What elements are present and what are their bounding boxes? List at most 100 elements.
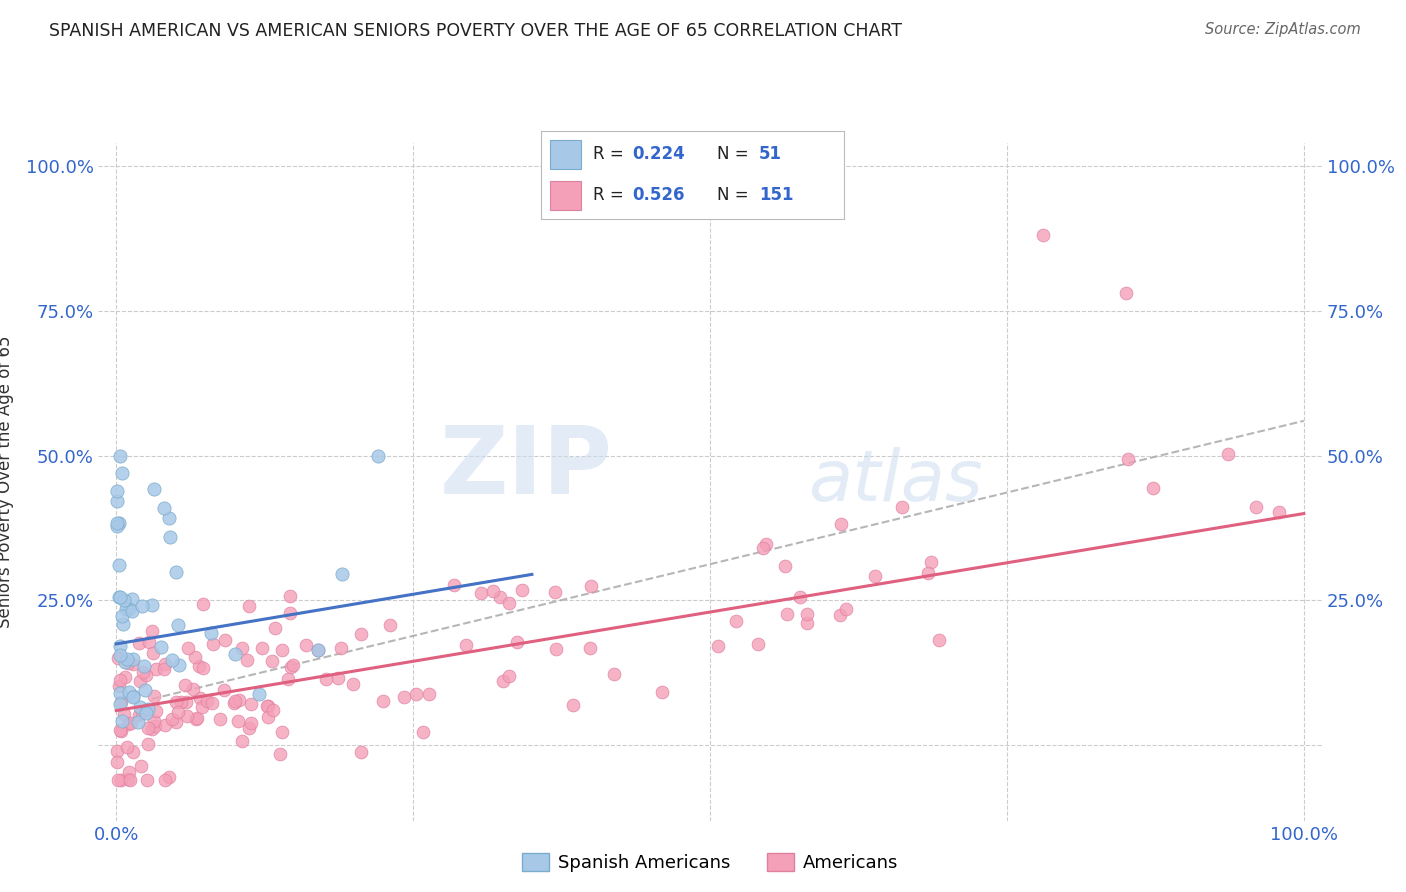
- Point: [240, 697, 263, 711]
- Point: [127, 714, 149, 729]
- Point: [122, 652, 145, 666]
- Point: [252, 640, 274, 655]
- Point: [454, 638, 477, 652]
- Point: [191, 597, 214, 611]
- Point: [134, 682, 156, 697]
- Point: [129, 673, 152, 688]
- Point: [108, 558, 131, 573]
- Point: [278, 606, 301, 620]
- Point: [505, 635, 527, 649]
- Point: [111, 466, 134, 480]
- Point: [350, 627, 373, 641]
- Point: [118, 684, 141, 698]
- Point: [725, 614, 748, 628]
- Point: [162, 653, 184, 667]
- Point: [174, 678, 197, 692]
- Legend: Spanish Americans, Americans: Spanish Americans, Americans: [515, 846, 905, 880]
- Point: [191, 700, 214, 714]
- Point: [865, 569, 887, 583]
- Point: [136, 737, 159, 751]
- Point: [145, 662, 167, 676]
- Bar: [550, 181, 581, 210]
- Point: [145, 704, 167, 718]
- Point: [120, 715, 142, 730]
- Point: [247, 687, 270, 701]
- Point: [107, 773, 129, 788]
- Point: [277, 673, 299, 687]
- Point: [226, 714, 249, 728]
- Point: [157, 770, 180, 784]
- Point: [107, 650, 129, 665]
- Point: [489, 590, 512, 604]
- Point: [546, 642, 568, 657]
- Point: [492, 673, 515, 688]
- Point: [238, 722, 260, 736]
- Point: [830, 516, 852, 531]
- Point: [544, 585, 567, 599]
- Point: [128, 699, 150, 714]
- Point: [796, 607, 818, 621]
- Text: 0.224: 0.224: [633, 145, 685, 163]
- Text: 51: 51: [759, 145, 782, 163]
- Point: [1268, 505, 1291, 519]
- Point: [405, 687, 427, 701]
- Point: [371, 694, 394, 708]
- Point: [184, 712, 207, 726]
- Text: atlas: atlas: [808, 447, 983, 516]
- Point: [167, 658, 190, 673]
- Point: [412, 725, 434, 739]
- Point: [122, 745, 145, 759]
- Point: [107, 516, 129, 530]
- Point: [418, 687, 440, 701]
- Point: [775, 607, 797, 621]
- Point: [153, 718, 176, 732]
- Point: [773, 559, 796, 574]
- Point: [107, 680, 129, 694]
- Point: [165, 565, 187, 579]
- Point: [142, 646, 165, 660]
- Point: [165, 715, 187, 730]
- Point: [170, 694, 193, 708]
- Point: [135, 706, 157, 720]
- Point: [122, 690, 145, 705]
- Point: [136, 721, 159, 735]
- Point: [181, 681, 204, 696]
- Point: [141, 723, 163, 737]
- Point: [174, 696, 197, 710]
- Point: [256, 698, 278, 713]
- Point: [917, 566, 939, 580]
- Point: [108, 648, 131, 663]
- Point: [112, 593, 135, 607]
- Point: [350, 745, 373, 759]
- Point: [131, 599, 153, 613]
- Point: [326, 672, 349, 686]
- Point: [278, 589, 301, 603]
- Point: [256, 710, 278, 724]
- Point: [1032, 228, 1054, 243]
- Point: [307, 642, 329, 657]
- Point: [149, 640, 172, 654]
- Point: [121, 657, 143, 672]
- Point: [295, 638, 318, 652]
- Point: [281, 657, 304, 672]
- Point: [188, 659, 211, 673]
- Point: [108, 590, 131, 604]
- Point: [498, 596, 520, 610]
- Point: [117, 772, 139, 786]
- Point: [562, 698, 585, 712]
- Point: [136, 702, 159, 716]
- Point: [789, 590, 811, 604]
- Point: [157, 511, 180, 525]
- Point: [136, 773, 159, 788]
- Point: [1115, 286, 1137, 301]
- Point: [578, 641, 600, 656]
- Point: [747, 637, 769, 651]
- Point: [707, 640, 730, 654]
- Point: [108, 639, 131, 653]
- Point: [262, 703, 284, 717]
- Text: SPANISH AMERICAN VS AMERICAN SENIORS POVERTY OVER THE AGE OF 65 CORRELATION CHAR: SPANISH AMERICAN VS AMERICAN SENIORS POV…: [49, 22, 903, 40]
- Point: [920, 555, 942, 569]
- Point: [112, 706, 135, 721]
- Point: [159, 530, 181, 544]
- Point: [143, 714, 166, 728]
